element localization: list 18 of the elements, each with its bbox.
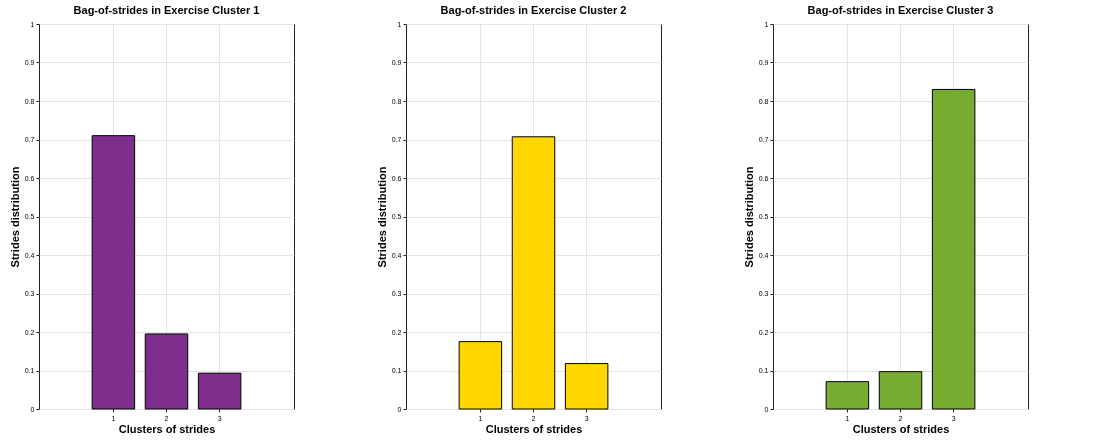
x-axis-title: Clusters of strides: [118, 422, 216, 435]
y-axis-title: Strides distribution: [375, 166, 388, 268]
x-axis-title: Clusters of strides: [852, 422, 950, 435]
bar: [197, 372, 242, 410]
bar: [825, 381, 870, 410]
bar: [511, 136, 556, 410]
chart-title: Bag-of-strides in Exercise Cluster 3: [807, 4, 994, 16]
bar: [91, 135, 136, 410]
bar: [458, 341, 503, 410]
y-axis-title: Strides distribution: [8, 166, 21, 268]
chart-title: Bag-of-strides in Exercise Cluster 1: [73, 4, 260, 16]
y-axis-title: Strides distribution: [742, 166, 755, 268]
chart-title: Bag-of-strides in Exercise Cluster 2: [440, 4, 627, 16]
bar: [144, 333, 189, 410]
bar: [878, 371, 923, 410]
bar: [931, 88, 976, 410]
bar: [564, 363, 609, 410]
x-axis-title: Clusters of strides: [485, 422, 583, 435]
